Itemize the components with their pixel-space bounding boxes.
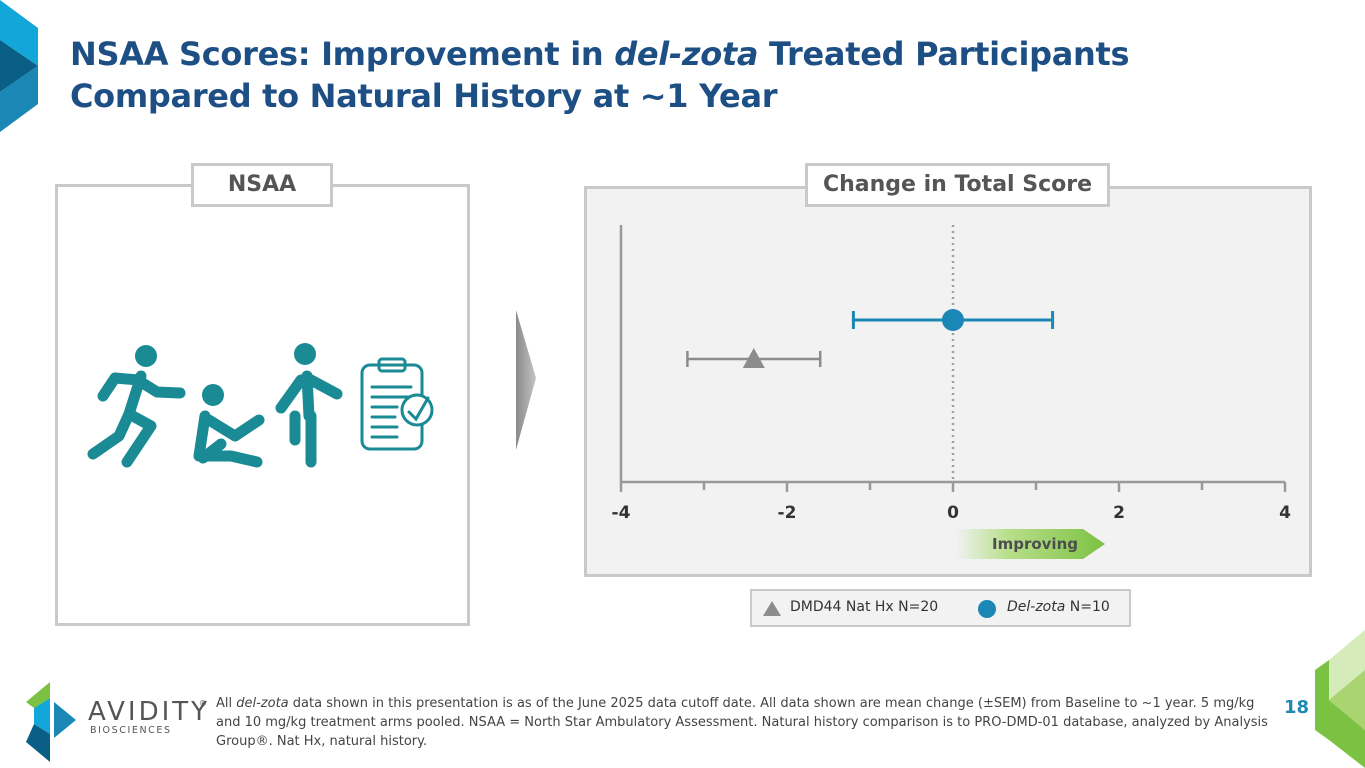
svg-text:AVIDITY: AVIDITY [88, 697, 210, 727]
corner-decoration [0, 0, 38, 132]
x-tick-label: -2 [778, 503, 797, 523]
footnote: All del-zota data shown in this presenta… [216, 696, 1268, 749]
nsaa-activity-icons [87, 343, 434, 468]
svg-text:®: ® [199, 699, 207, 708]
x-tick-label: 0 [947, 503, 959, 523]
improving-label: Improving [992, 535, 1078, 553]
x-tick-label: 2 [1113, 503, 1125, 523]
data-point-circle [942, 309, 964, 331]
clipboard-check-icon [360, 357, 434, 451]
change-panel-label: Change in Total Score [805, 163, 1110, 207]
x-tick-label: 4 [1279, 503, 1291, 523]
page-number: 18 [1284, 697, 1310, 718]
x-tick-label: -4 [612, 503, 631, 523]
chart-legend: DMD44 Nat Hx N=20 Del-zota N=10 [750, 589, 1131, 627]
change-panel [584, 186, 1312, 577]
sitting-person-icon [193, 384, 265, 468]
svg-text:BIOSCIENCES: BIOSCIENCES [90, 725, 172, 736]
page-title: NSAA Scores: Improvement in del-zota Tre… [70, 35, 1130, 115]
transition-arrow [516, 310, 536, 450]
data-point-triangle [742, 348, 765, 368]
standing-person-icon [275, 343, 343, 468]
running-person-icon [87, 345, 186, 468]
legend-item-natural-history: DMD44 Nat Hx N=20 [790, 599, 939, 615]
corner-decoration-bottom [1315, 630, 1365, 768]
improving-arrow [955, 529, 1105, 559]
nsaa-panel-label: NSAA [191, 163, 333, 207]
avidity-logo: AVIDITY ® BIOSCIENCES [26, 682, 210, 762]
legend-item-del-zota: Del-zota N=10 [1007, 599, 1110, 615]
triangle-marker-icon [763, 601, 781, 616]
circle-marker-icon [978, 600, 996, 618]
